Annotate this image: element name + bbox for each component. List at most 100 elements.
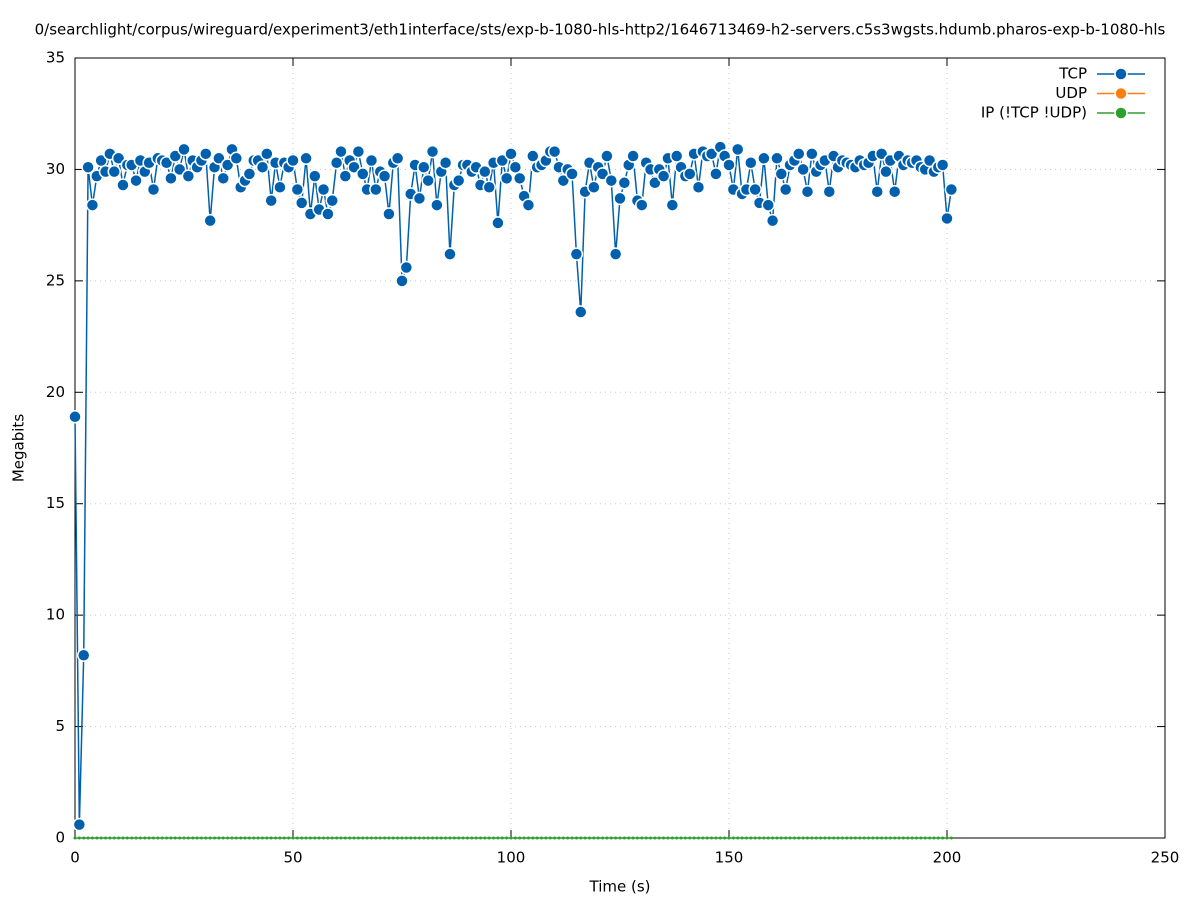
data-point <box>409 836 413 840</box>
data-point <box>797 836 801 840</box>
data-point <box>478 836 482 840</box>
data-point <box>774 167 789 181</box>
data-point <box>404 836 408 840</box>
data-point <box>535 836 539 840</box>
data-point <box>164 171 178 186</box>
data-point <box>191 836 195 840</box>
data-point <box>622 836 626 840</box>
data-point <box>482 180 496 195</box>
data-point <box>243 836 247 840</box>
data-point <box>566 836 570 840</box>
data-point <box>95 836 99 840</box>
data-point <box>452 836 456 840</box>
data-point <box>574 836 578 840</box>
x-tick-label: 250 <box>1151 849 1180 867</box>
data-point <box>683 167 697 181</box>
data-point <box>252 836 256 840</box>
data-point <box>216 171 230 186</box>
data-point <box>204 836 208 840</box>
data-point <box>422 836 426 840</box>
x-tick-label: 200 <box>933 849 962 867</box>
data-point <box>269 836 273 840</box>
data-point <box>819 836 823 840</box>
data-point <box>749 836 753 840</box>
data-point <box>656 169 671 183</box>
data-point <box>935 158 950 172</box>
x-tick-label: 100 <box>497 849 526 867</box>
data-point <box>949 836 953 840</box>
data-point <box>893 836 897 840</box>
data-point <box>329 155 344 170</box>
data-point <box>151 836 155 840</box>
data-point <box>260 836 264 840</box>
data-point <box>173 836 177 840</box>
data-point <box>286 153 300 168</box>
data-point <box>134 836 138 840</box>
data-point <box>784 836 788 840</box>
data-point <box>77 836 81 840</box>
data-point <box>504 147 518 161</box>
data-point <box>213 836 217 840</box>
data-point <box>653 836 657 840</box>
y-tick-label: 35 <box>46 49 65 67</box>
data-point <box>874 147 889 161</box>
data-point <box>710 836 714 840</box>
data-point <box>282 836 286 840</box>
data-point <box>356 167 370 181</box>
data-point <box>531 836 535 840</box>
data-point <box>316 182 331 197</box>
data-point <box>579 836 583 840</box>
data-point <box>748 182 762 197</box>
data-point <box>657 836 661 840</box>
chart-title: 0/searchlight/corpus/wireguard/experimen… <box>35 21 1166 39</box>
data-point <box>914 836 918 840</box>
data-point <box>465 836 469 840</box>
data-point <box>600 149 614 163</box>
data-point <box>601 836 605 840</box>
data-point <box>665 198 680 212</box>
data-point <box>887 184 902 199</box>
data-point <box>129 173 143 188</box>
data-point <box>587 836 591 840</box>
data-point <box>940 211 954 226</box>
data-point <box>540 836 544 840</box>
data-point <box>744 836 748 840</box>
data-point <box>648 176 662 190</box>
data-point <box>609 836 613 840</box>
data-point <box>168 149 183 163</box>
data-point <box>72 817 87 832</box>
data-point <box>116 178 130 192</box>
data-point <box>165 836 169 840</box>
data-point <box>374 836 378 840</box>
data-point <box>138 836 142 840</box>
data-point <box>512 171 527 186</box>
data-point <box>172 162 187 177</box>
data-point <box>417 836 421 840</box>
data-point <box>338 169 353 183</box>
data-point <box>870 184 884 199</box>
data-point <box>605 836 609 840</box>
data-point <box>640 836 644 840</box>
data-point <box>696 836 700 840</box>
data-point <box>691 180 706 195</box>
data-point <box>317 836 321 840</box>
data-point <box>548 836 552 840</box>
data-point <box>714 836 718 840</box>
data-point <box>117 836 121 840</box>
data-point <box>557 836 561 840</box>
data-point <box>626 149 640 163</box>
data-point <box>217 836 221 840</box>
data-point <box>704 147 719 161</box>
data-point <box>470 836 474 840</box>
data-point <box>879 164 893 179</box>
data-point <box>308 836 312 840</box>
data-point <box>186 836 190 840</box>
data-point <box>805 836 809 840</box>
data-point <box>635 836 639 840</box>
data-point <box>587 180 601 195</box>
data-point <box>260 147 274 161</box>
data-point <box>230 836 234 840</box>
data-point <box>718 836 722 840</box>
data-point <box>731 836 735 840</box>
data-point <box>701 836 705 840</box>
